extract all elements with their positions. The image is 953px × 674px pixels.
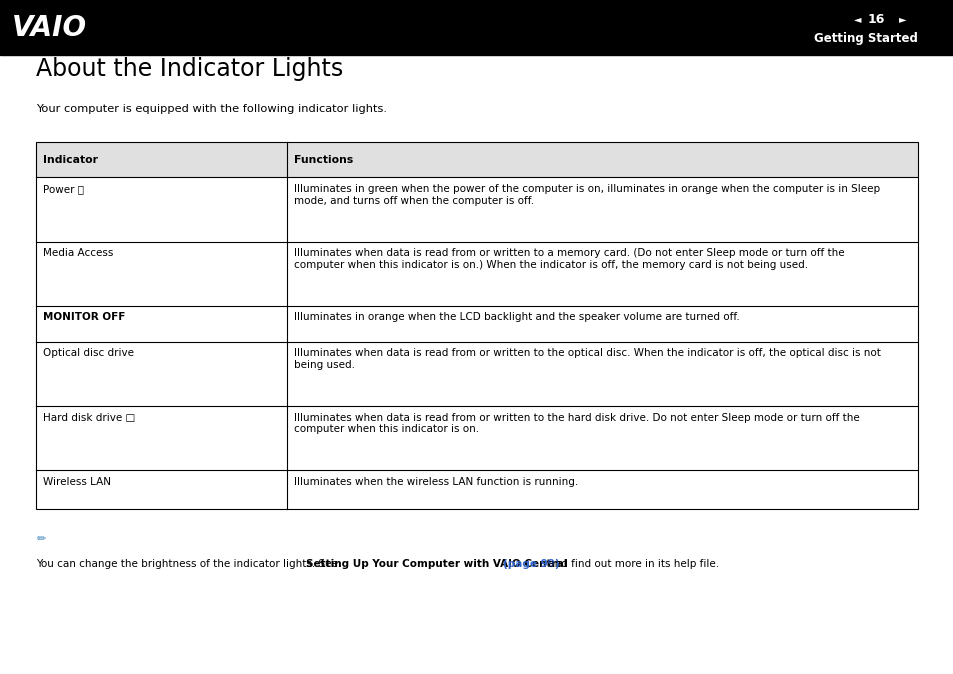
Text: VAIO: VAIO [11, 13, 87, 42]
Text: About the Indicator Lights: About the Indicator Lights [36, 57, 343, 82]
Text: Hard disk drive □: Hard disk drive □ [43, 412, 135, 423]
Bar [36, 142, 917, 509]
Text: Optical disc drive: Optical disc drive [43, 348, 133, 359]
Text: Functions: Functions [294, 154, 353, 164]
Text: MONITOR OFF: MONITOR OFF [43, 313, 125, 322]
Bar [0, 0, 953, 55]
Text: and find out more in its help file.: and find out more in its help file. [544, 559, 718, 570]
Text: Illuminates in green when the power of the computer is on, illuminates in orange: Illuminates in green when the power of t… [294, 184, 880, 206]
Text: Illuminates when the wireless LAN function is running.: Illuminates when the wireless LAN functi… [294, 477, 578, 487]
Text: 16: 16 [866, 13, 883, 26]
Text: Media Access: Media Access [43, 248, 113, 258]
Text: Illuminates when data is read from or written to the hard disk drive. Do not ent: Illuminates when data is read from or wr… [294, 412, 859, 434]
Text: ►: ► [898, 14, 905, 24]
Text: Illuminates in orange when the LCD backlight and the speaker volume are turned o: Illuminates in orange when the LCD backl… [294, 313, 740, 322]
Text: Power ⏻: Power ⏻ [43, 184, 84, 194]
Text: Illuminates when data is read from or written to the optical disc. When the indi: Illuminates when data is read from or wr… [294, 348, 881, 370]
Text: (page 99): (page 99) [503, 559, 559, 570]
Text: Wireless LAN: Wireless LAN [43, 477, 111, 487]
Text: You can change the brightness of the indicator lights. See: You can change the brightness of the ind… [36, 559, 341, 570]
Text: Setting Up Your Computer with VAIO Central: Setting Up Your Computer with VAIO Centr… [306, 559, 571, 570]
Bar [36, 142, 917, 177]
Text: Illuminates when data is read from or written to a memory card. (Do not enter Sl: Illuminates when data is read from or wr… [294, 248, 844, 270]
Text: ✏: ✏ [36, 534, 46, 545]
Text: Indicator: Indicator [43, 154, 98, 164]
Text: ◄: ◄ [853, 14, 861, 24]
Text: Your computer is equipped with the following indicator lights.: Your computer is equipped with the follo… [36, 104, 387, 115]
Text: Getting Started: Getting Started [813, 32, 917, 45]
